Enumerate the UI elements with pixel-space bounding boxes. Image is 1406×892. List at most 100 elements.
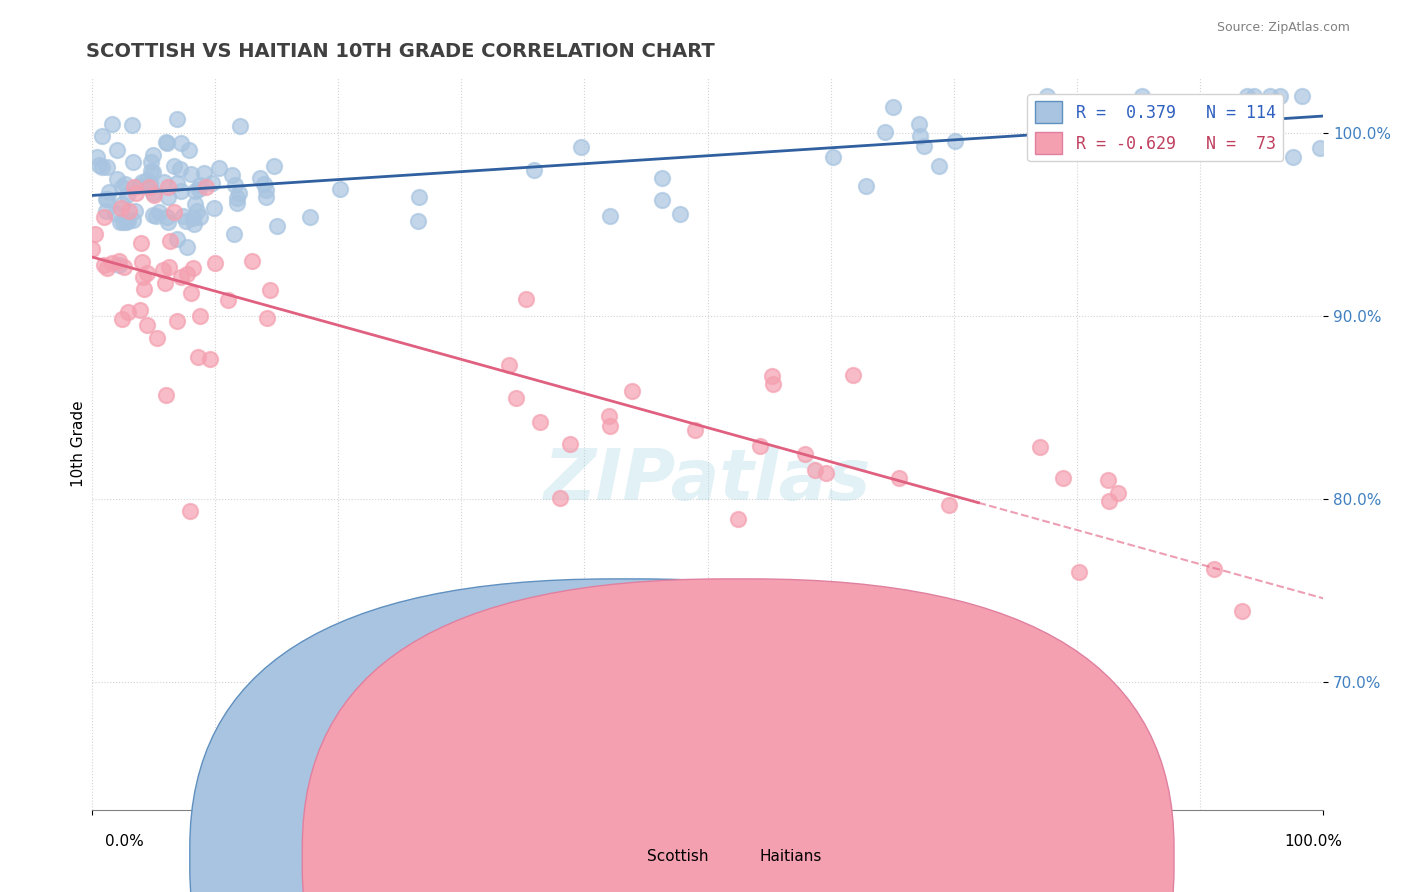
Point bbox=[1132, 89, 1154, 103]
Point bbox=[887, 471, 910, 485]
Point bbox=[179, 504, 201, 518]
Point bbox=[152, 175, 174, 189]
Point bbox=[1291, 89, 1313, 103]
Point bbox=[176, 267, 198, 281]
Legend: R =  0.379   N = 114, R = -0.629   N =  73: R = 0.379 N = 114, R = -0.629 N = 73 bbox=[1028, 94, 1284, 161]
Point bbox=[217, 293, 239, 307]
Text: 100.0%: 100.0% bbox=[1285, 834, 1343, 848]
Point bbox=[329, 182, 352, 196]
Point bbox=[122, 155, 145, 169]
Point bbox=[117, 305, 139, 319]
Point bbox=[842, 368, 865, 382]
Point bbox=[254, 184, 277, 198]
Point bbox=[114, 177, 136, 191]
Point bbox=[240, 254, 263, 268]
Point bbox=[155, 387, 177, 401]
Point bbox=[90, 160, 112, 174]
Y-axis label: 10th Grade: 10th Grade bbox=[72, 401, 86, 487]
Point bbox=[529, 415, 551, 429]
Point bbox=[94, 193, 117, 207]
Point bbox=[569, 140, 592, 154]
Point bbox=[96, 260, 118, 275]
Point bbox=[152, 263, 174, 277]
Point bbox=[1036, 89, 1059, 103]
Point bbox=[727, 512, 749, 526]
Point bbox=[111, 197, 134, 211]
Point bbox=[82, 242, 104, 256]
Point bbox=[156, 190, 179, 204]
Point bbox=[221, 168, 243, 182]
Point bbox=[180, 286, 202, 301]
Point bbox=[1097, 474, 1119, 488]
Point bbox=[229, 119, 252, 133]
Point bbox=[104, 205, 127, 219]
Point bbox=[558, 436, 581, 450]
Point bbox=[912, 138, 935, 153]
Point bbox=[181, 261, 204, 276]
Point bbox=[155, 135, 177, 149]
Point bbox=[599, 209, 621, 223]
Point bbox=[135, 172, 157, 186]
Point bbox=[1204, 562, 1226, 576]
Point bbox=[93, 258, 115, 272]
Point bbox=[263, 159, 285, 173]
Point bbox=[166, 232, 188, 246]
Point bbox=[188, 178, 211, 193]
Point bbox=[148, 204, 170, 219]
Point bbox=[112, 215, 135, 229]
Point bbox=[651, 193, 673, 207]
Point bbox=[228, 186, 250, 200]
Point bbox=[599, 418, 621, 433]
Point bbox=[259, 283, 281, 297]
Point bbox=[188, 310, 211, 324]
Point bbox=[669, 207, 692, 221]
Point bbox=[208, 161, 231, 176]
Text: Scottish: Scottish bbox=[647, 849, 709, 863]
Point bbox=[96, 161, 118, 175]
Point bbox=[107, 171, 129, 186]
Point bbox=[169, 161, 191, 176]
Point bbox=[226, 196, 249, 211]
Text: Haitians: Haitians bbox=[759, 849, 821, 863]
Point bbox=[253, 177, 276, 191]
Point bbox=[170, 269, 193, 284]
Point bbox=[515, 292, 537, 306]
Point bbox=[96, 192, 118, 206]
Point bbox=[142, 186, 165, 201]
Point bbox=[910, 129, 932, 144]
Point bbox=[142, 188, 165, 202]
Point bbox=[1243, 89, 1265, 103]
Point bbox=[112, 260, 135, 275]
Point bbox=[406, 213, 429, 227]
Point bbox=[873, 126, 896, 140]
Point bbox=[110, 201, 132, 215]
Point bbox=[162, 159, 184, 173]
Point bbox=[125, 186, 148, 201]
Point bbox=[1109, 126, 1132, 140]
Point bbox=[943, 134, 966, 148]
Point bbox=[1052, 471, 1074, 485]
Point bbox=[928, 159, 950, 173]
Point bbox=[129, 302, 152, 317]
Point bbox=[157, 260, 180, 275]
Point bbox=[136, 318, 159, 333]
Point bbox=[186, 203, 208, 218]
Point bbox=[163, 205, 186, 219]
Point bbox=[131, 255, 153, 269]
Point bbox=[122, 180, 145, 194]
Point bbox=[166, 112, 188, 127]
Text: Source: ZipAtlas.com: Source: ZipAtlas.com bbox=[1216, 21, 1350, 34]
Point bbox=[882, 100, 904, 114]
Point bbox=[111, 311, 134, 326]
Point bbox=[804, 463, 827, 477]
FancyBboxPatch shape bbox=[302, 579, 1174, 892]
Point bbox=[256, 310, 278, 325]
Point bbox=[1236, 89, 1258, 103]
Point bbox=[907, 117, 929, 131]
Text: SCOTTISH VS HAITIAN 10TH GRADE CORRELATION CHART: SCOTTISH VS HAITIAN 10TH GRADE CORRELATI… bbox=[86, 42, 714, 61]
Point bbox=[761, 376, 783, 391]
Point bbox=[117, 214, 139, 228]
Point bbox=[1119, 124, 1142, 138]
Point bbox=[87, 157, 110, 171]
Point bbox=[651, 170, 673, 185]
